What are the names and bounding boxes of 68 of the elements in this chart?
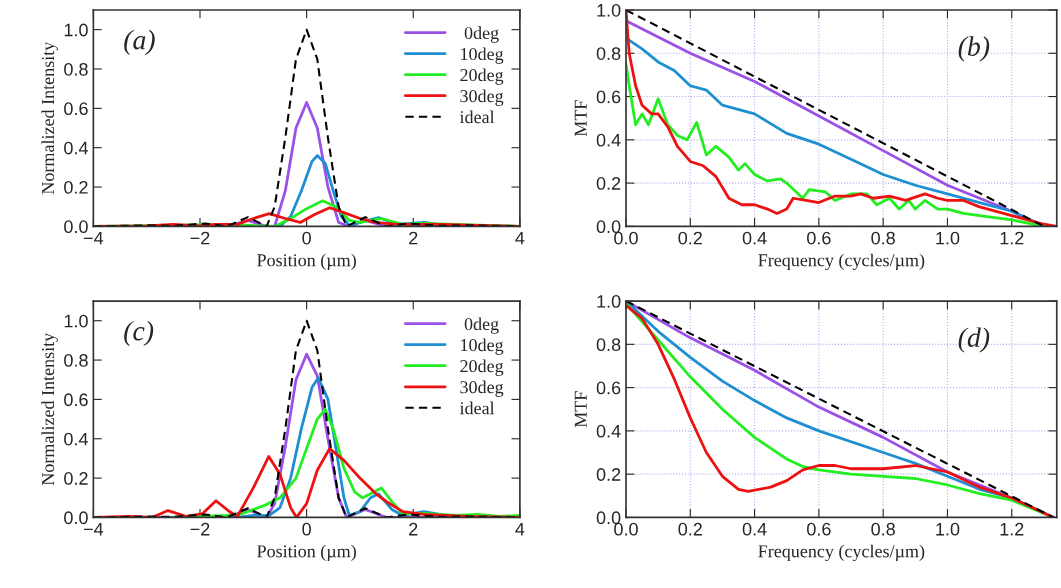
x-tick-label: 2	[409, 231, 418, 245]
x-tick-label: 1.0	[936, 522, 960, 536]
y-tick-label: 1.0	[597, 294, 621, 308]
y-axis-title: Normalized Intensity	[41, 332, 58, 486]
x-axis-title: Frequency (cycles/µm)	[758, 253, 925, 271]
x-tick-label: 0.6	[807, 231, 831, 245]
legend-label: ideal	[459, 110, 495, 124]
y-tick-label: 0.4	[64, 141, 88, 155]
y-tick-label: 0.6	[64, 102, 88, 116]
y-tick-label: 0.0	[64, 220, 88, 234]
x-tick-label: 0.8	[871, 231, 895, 245]
y-tick-label: 0.4	[64, 432, 88, 446]
annotation: (b)	[958, 36, 990, 62]
x-tick-label: 0.0	[614, 522, 638, 536]
x-tick-label: 1.0	[936, 231, 960, 245]
legend-label: 0deg	[464, 317, 499, 334]
y-tick-label: 0.8	[64, 354, 88, 367]
y-axis-title: MTF	[574, 391, 587, 428]
y-tick-label: 0.0	[64, 511, 88, 525]
annotation: (c)	[124, 320, 154, 347]
y-tick-label: 0.6	[596, 381, 621, 395]
legend-label: 10deg	[461, 47, 504, 64]
legend-label: 30deg	[460, 380, 504, 397]
x-tick-label: 2	[409, 522, 418, 536]
y-tick-label: 0.2	[596, 177, 621, 190]
y-tick-label: 1.0	[597, 3, 621, 17]
legend-label: 0deg	[464, 26, 499, 43]
y-tick-label: 0.8	[596, 338, 621, 352]
x-axis-title: Position (µm)	[257, 544, 356, 562]
legend-label: 20deg	[460, 68, 504, 85]
y-tick-label: 0.8	[64, 62, 88, 76]
x-axis-title: Frequency (cycles/µm)	[758, 544, 925, 562]
x-tick-label: 0.6	[807, 522, 831, 536]
x-tick-label: 0.2	[678, 231, 702, 245]
legend-label: 10deg	[461, 338, 504, 355]
x-tick-label: 0.4	[742, 231, 767, 245]
x-tick-label: 0	[302, 522, 311, 536]
x-tick-label: 0.0	[614, 231, 638, 245]
y-tick-label: 1.0	[64, 314, 88, 328]
x-tick-label: 0.2	[678, 522, 702, 536]
x-tick-label: 1.2	[1000, 522, 1024, 536]
x-tick-label: 4	[515, 522, 525, 536]
annotation: (d)	[958, 327, 990, 353]
legend-label: 20deg	[460, 359, 504, 376]
x-tick-label: 0.4	[742, 522, 767, 536]
x-tick-label: 1.2	[1000, 231, 1024, 245]
y-tick-label: 0.8	[596, 47, 621, 60]
y-axis-title: Normalized Intensity	[41, 41, 58, 195]
y-tick-label: 0.6	[64, 393, 88, 407]
y-tick-label: 0.0	[596, 220, 621, 234]
y-tick-label: 0.2	[64, 472, 88, 485]
x-tick-label: 4	[515, 231, 525, 245]
y-tick-label: 1.0	[64, 23, 88, 37]
x-tick-label: −2	[190, 522, 210, 536]
x-tick-label: 0.8	[871, 522, 895, 536]
y-tick-label: 0.4	[596, 133, 621, 147]
y-tick-label: 0.0	[596, 511, 621, 525]
x-axis-title: Position (µm)	[257, 253, 356, 270]
y-tick-label: 0.6	[596, 90, 621, 104]
annotation: (a)	[124, 29, 155, 56]
x-tick-label: −2	[190, 231, 210, 245]
y-tick-label: 0.2	[596, 468, 621, 481]
y-axis-title: MTF	[574, 100, 587, 137]
legend-label: ideal	[459, 401, 495, 415]
legend-label: 30deg	[460, 89, 504, 106]
y-tick-label: 0.4	[596, 424, 621, 438]
y-tick-label: 0.2	[64, 180, 88, 194]
x-tick-label: 0	[302, 231, 311, 245]
